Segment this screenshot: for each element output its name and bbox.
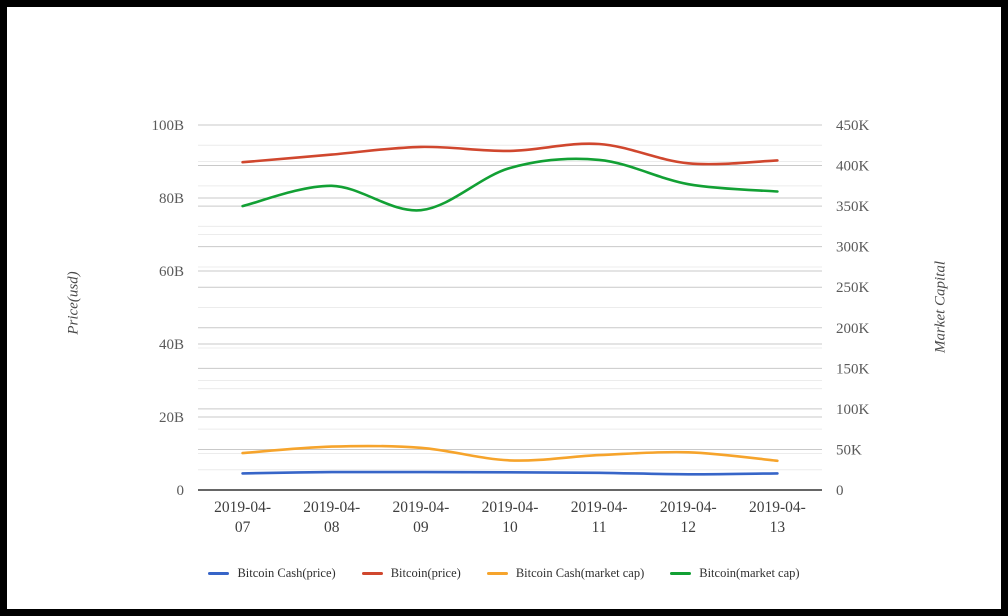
legend-line-swatch	[670, 572, 692, 575]
y-tick-label-left: 40B	[159, 337, 184, 353]
y-tick-label-left: 60B	[159, 264, 184, 280]
x-tick-label: 11	[592, 519, 607, 536]
y-tick-label-right: 200K	[836, 321, 870, 337]
x-tick-label: 2019-04-	[749, 499, 806, 516]
x-tick-label: 2019-04-	[482, 499, 539, 516]
left-axis-title: Price(usd)	[65, 271, 82, 335]
y-tick-label-left: 0	[177, 483, 185, 499]
legend-item-bitcoin-market-cap[interactable]: Bitcoin(market cap)	[670, 566, 800, 581]
y-tick-label-right: 250K	[836, 280, 870, 296]
y-tick-label-right: 350K	[836, 199, 870, 215]
y-tick-label-right: 100K	[836, 402, 870, 418]
legend-item-bitcoin-cash-market-cap[interactable]: Bitcoin Cash(market cap)	[486, 566, 645, 581]
legend-line-swatch	[486, 572, 508, 575]
y-tick-label-right: 150K	[836, 361, 870, 377]
legend-label: Bitcoin Cash(price)	[237, 566, 336, 580]
legend-label: Bitcoin(market cap)	[699, 566, 800, 580]
legend-line-swatch	[361, 572, 383, 575]
series-line-bitcoin-cash-market-cap	[241, 444, 779, 463]
y-tick-label-right: 0	[836, 483, 844, 499]
legend-item-bitcoin-price[interactable]: Bitcoin(price)	[361, 566, 461, 581]
y-tick-label-right: 450K	[836, 118, 870, 134]
x-tick-label: 2019-04-	[660, 499, 717, 516]
y-tick-label-left: 20B	[159, 410, 184, 426]
y-tick-label-right: 300K	[836, 240, 870, 256]
x-tick-label: 2019-04-	[303, 499, 360, 516]
legend-label: Bitcoin(price)	[390, 566, 461, 580]
legend-label: Bitcoin Cash(market cap)	[515, 566, 645, 580]
x-tick-label: 10	[502, 519, 518, 536]
y-tick-label-right: 50K	[836, 442, 862, 458]
x-tick-label: 2019-04-	[571, 499, 628, 516]
chart-legend: Bitcoin Cash(price) Bitcoin(price) Bitcoin…	[0, 566, 1008, 581]
y-tick-label-left: 100B	[151, 118, 184, 134]
y-tick-label-right: 400K	[836, 159, 870, 175]
x-tick-label: 07	[235, 519, 251, 536]
series-line-bitcoin-price	[241, 142, 779, 166]
x-tick-label: 08	[324, 519, 340, 536]
x-tick-label: 2019-04-	[214, 499, 271, 516]
legend-line-swatch	[208, 572, 230, 575]
x-tick-label: 13	[770, 519, 786, 536]
series-line-bitcoin-market-cap	[241, 157, 779, 212]
y-tick-label-left: 80B	[159, 191, 184, 207]
right-axis-title: Market Capital	[932, 260, 949, 354]
x-tick-label: 2019-04-	[392, 499, 449, 516]
legend-item-bitcoin-cash-price[interactable]: Bitcoin Cash(price)	[208, 566, 336, 581]
x-tick-label: 12	[681, 519, 697, 536]
x-tick-label: 09	[413, 519, 429, 536]
series-line-bitcoin-cash-price	[241, 470, 779, 476]
